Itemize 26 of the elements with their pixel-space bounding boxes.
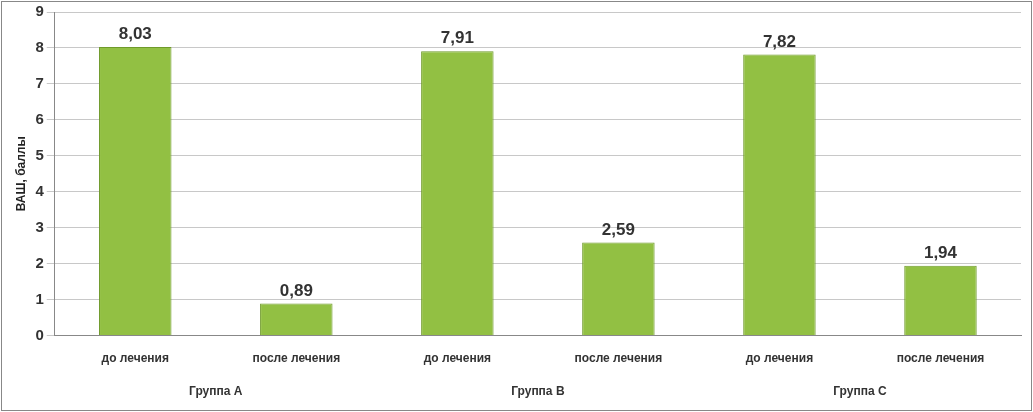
x-tick-label: до лечения — [101, 351, 169, 366]
data-label: 2,59 — [601, 219, 635, 239]
text: Группа A — [189, 383, 243, 398]
data-label: 7,82 — [762, 31, 796, 51]
y-tick-label: 4 — [35, 181, 45, 199]
text: Группа B — [511, 383, 565, 398]
data-label: 7,91 — [440, 28, 474, 48]
y-tick-label: 0 — [35, 325, 44, 343]
text: Группа C — [833, 383, 887, 398]
y-tick-label: 3 — [35, 217, 44, 235]
y-tick-label: 7 — [35, 74, 44, 92]
y-axis-title: ВАШ, баллы — [13, 136, 28, 212]
x-tick-label: до лечения — [745, 351, 814, 366]
y-tick-label: 9 — [35, 2, 44, 20]
x-tick-label: после лечения — [896, 351, 985, 366]
y-tick-label: 5 — [35, 145, 44, 163]
x-tick-label: после лечения — [252, 351, 341, 366]
data-label: 1,94 — [923, 243, 958, 263]
y-tick-label: 8 — [35, 38, 44, 56]
y-tick-label: 2 — [35, 253, 44, 271]
data-label: 0,89 — [279, 280, 313, 300]
data-label: 8,03 — [118, 24, 152, 44]
y-tick-label: 6 — [35, 110, 44, 128]
x-tick-label: после лечения — [574, 351, 663, 366]
x-tick-label: до лечения — [423, 351, 492, 366]
y-tick-label: 1 — [35, 289, 44, 307]
